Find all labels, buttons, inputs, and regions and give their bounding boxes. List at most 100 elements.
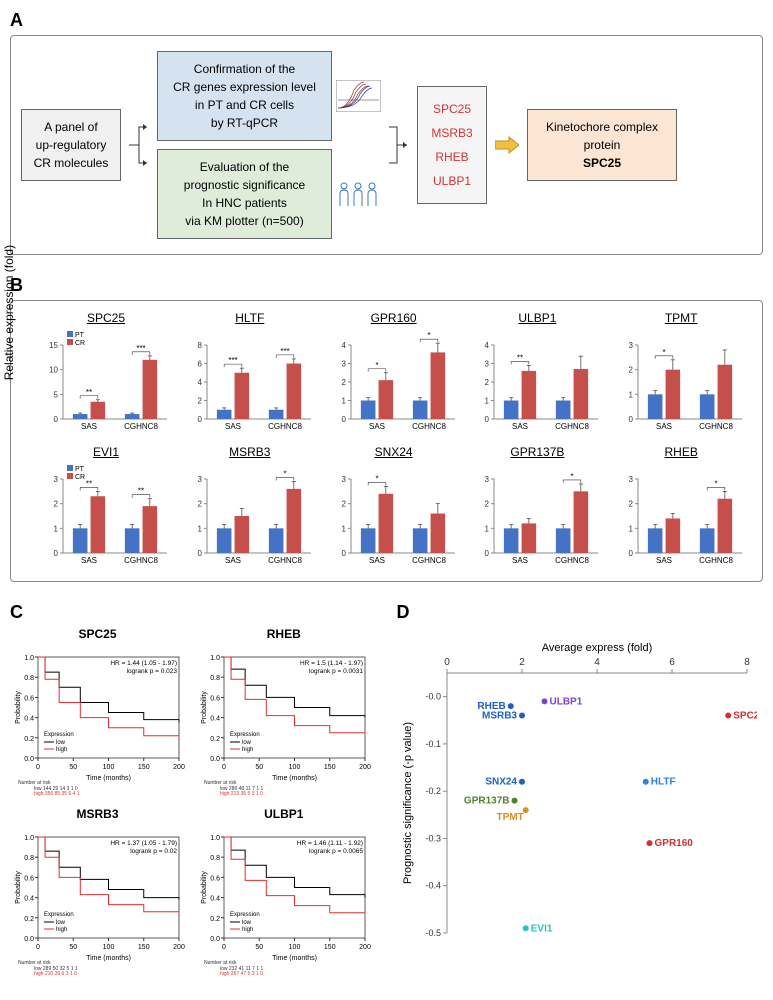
bar-charts-grid: SPC25051015PTCR**SAS***CGHNC8HLTF02468**…	[41, 311, 752, 571]
svg-text:*: *	[375, 474, 378, 483]
panel-c-label: C	[10, 602, 377, 623]
svg-text:CGHNC8: CGHNC8	[124, 556, 158, 565]
svg-text:high: high	[242, 747, 253, 753]
svg-text:2: 2	[485, 378, 490, 387]
svg-text:0.8: 0.8	[211, 855, 221, 862]
svg-text:-0.5: -0.5	[425, 928, 441, 938]
panel-d: D 02468Average express (fold)-0.5-0.4-0.…	[397, 602, 764, 981]
scatter-svg: 02468Average express (fold)-0.5-0.4-0.3-…	[397, 643, 757, 943]
svg-text:8: 8	[197, 341, 202, 350]
svg-text:0: 0	[54, 415, 59, 424]
svg-text:CGHNC8: CGHNC8	[412, 422, 446, 431]
svg-text:SPC25: SPC25	[733, 711, 757, 722]
patients-icon	[336, 178, 381, 210]
km-plots-grid: SPC250.00.20.40.60.81.0050100150200HR = …	[10, 627, 377, 981]
svg-text:CGHNC8: CGHNC8	[412, 556, 446, 565]
panel-a-flowchart: A panel of up-regulatory CR molecules Co…	[10, 35, 763, 255]
svg-text:3: 3	[629, 475, 634, 484]
svg-text:0: 0	[444, 657, 450, 668]
svg-text:***: ***	[228, 356, 237, 365]
bar-chart-HLTF: 02468***SAS***CGHNC8	[185, 327, 315, 437]
svg-text:MSRB3: MSRB3	[481, 711, 516, 722]
svg-text:2: 2	[341, 500, 346, 509]
svg-text:TPMT: TPMT	[496, 812, 523, 823]
svg-text:Probability: Probability	[15, 871, 22, 904]
km-plot-RHEB: 0.00.20.40.60.81.0050100150200HR = 1.5 (…	[196, 641, 371, 796]
svg-text:Time (months): Time (months)	[86, 775, 131, 782]
svg-text:3: 3	[485, 475, 490, 484]
scatter-plot: 02468Average express (fold)-0.5-0.4-0.3-…	[397, 643, 764, 948]
svg-text:SAS: SAS	[656, 556, 672, 565]
svg-text:100: 100	[103, 764, 115, 771]
svg-text:PT: PT	[75, 466, 85, 473]
svg-text:GPR137B: GPR137B	[463, 796, 509, 807]
svg-text:0.0: 0.0	[211, 756, 221, 763]
svg-text:CGHNC8: CGHNC8	[268, 422, 302, 431]
svg-text:***: ***	[280, 347, 289, 356]
svg-text:low: low	[242, 740, 252, 746]
svg-text:**: **	[138, 487, 144, 496]
svg-text:high: high	[56, 927, 67, 933]
svg-text:Probability: Probability	[201, 871, 208, 904]
svg-text:CGHNC8: CGHNC8	[268, 556, 302, 565]
svg-text:0.2: 0.2	[24, 736, 34, 743]
svg-text:0.8: 0.8	[211, 675, 221, 682]
svg-text:0.4: 0.4	[211, 896, 221, 903]
svg-text:GPR160: GPR160	[654, 838, 693, 849]
chart-title-TPMT: TPMT	[616, 311, 746, 325]
svg-text:150: 150	[324, 764, 336, 771]
svg-text:1: 1	[341, 397, 346, 406]
svg-text:CGHNC8: CGHNC8	[699, 556, 733, 565]
svg-text:50: 50	[256, 944, 264, 951]
svg-text:PT: PT	[75, 332, 85, 339]
qpcr-icon	[336, 80, 381, 112]
chart-title-MSRB3: MSRB3	[185, 445, 315, 459]
svg-text:logrank p = 0.0065: logrank p = 0.0065	[309, 848, 363, 855]
svg-text:-0.0: -0.0	[425, 692, 441, 702]
chart-title-RHEB: RHEB	[616, 445, 746, 459]
panel-d-label: D	[397, 602, 764, 623]
panel-b: B Relative expression (fold) SPC25051015…	[10, 275, 763, 582]
svg-text:logrank p = 0.0031: logrank p = 0.0031	[309, 668, 363, 675]
svg-text:Expression: Expression	[230, 912, 260, 918]
svg-text:*: *	[571, 472, 574, 481]
svg-text:3: 3	[629, 341, 634, 350]
svg-text:-0.1: -0.1	[425, 739, 441, 749]
chart-title-SPC25: SPC25	[41, 311, 171, 325]
chart-title-GPR137B: GPR137B	[472, 445, 602, 459]
branch-arrow	[129, 115, 149, 175]
svg-text:SAS: SAS	[369, 422, 385, 431]
svg-text:SAS: SAS	[225, 422, 241, 431]
svg-text:high 213 36 5 3 1 0: high 213 36 5 3 1 0	[220, 791, 263, 796]
svg-text:SAS: SAS	[512, 556, 528, 565]
svg-text:CGHNC8: CGHNC8	[556, 422, 590, 431]
svg-text:150: 150	[138, 944, 150, 951]
svg-text:low: low	[56, 920, 66, 926]
bar-chart-RHEB: 0123SAS*CGHNC8	[616, 461, 746, 571]
bar-chart-ULBP1: 01234**SASCGHNC8	[472, 327, 602, 437]
bar-chart-GPR137B: 0123SAS*CGHNC8	[472, 461, 602, 571]
svg-text:0: 0	[222, 764, 226, 771]
svg-text:high 356 85 35 6 4 1: high 356 85 35 6 4 1	[34, 791, 80, 796]
svg-text:CR: CR	[75, 340, 85, 347]
confirm-box: Confirmation of the CR genes expression …	[157, 51, 332, 141]
svg-text:SAS: SAS	[512, 422, 528, 431]
km-plot-MSRB3: 0.00.20.40.60.81.0050100150200HR = 1.37 …	[10, 821, 185, 976]
svg-text:Time (months): Time (months)	[86, 955, 131, 962]
input-box: A panel of up-regulatory CR molecules	[21, 109, 121, 181]
chart-title-ULBP1: ULBP1	[472, 311, 602, 325]
svg-text:4: 4	[485, 341, 490, 350]
bar-chart-SPC25: 051015PTCR**SAS***CGHNC8	[41, 327, 171, 437]
svg-text:0: 0	[485, 549, 490, 558]
svg-text:*: *	[283, 469, 286, 478]
svg-text:1: 1	[629, 524, 634, 533]
svg-text:50: 50	[69, 944, 77, 951]
bar-chart-EVI1: 0123PTCR**SAS**CGHNC8	[41, 461, 171, 571]
svg-text:Prognostic significance (-p va: Prognostic significance (-p value)	[402, 722, 414, 884]
svg-text:Probability: Probability	[201, 691, 208, 724]
panel-b-ylabel: Relative expression (fold)	[2, 245, 16, 380]
svg-text:SAS: SAS	[369, 556, 385, 565]
svg-text:high 267 47 5 3 1 0: high 267 47 5 3 1 0	[220, 971, 263, 976]
svg-text:50: 50	[69, 764, 77, 771]
svg-text:200: 200	[173, 944, 185, 951]
